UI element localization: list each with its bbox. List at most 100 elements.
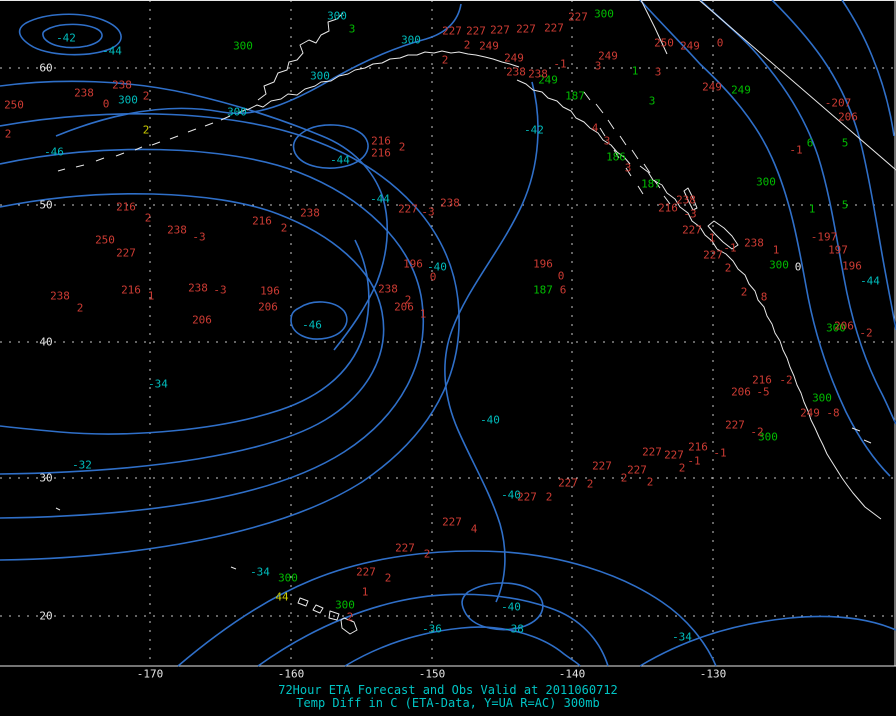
raob-value-label: 300: [756, 175, 776, 189]
aircraft-value-label: -3: [683, 207, 697, 221]
aircraft-value-label: 227: [592, 459, 612, 473]
contour-line: [292, 124, 369, 169]
aircraft-value-label: 227: [642, 445, 662, 459]
contour-line: [257, 593, 609, 667]
aircraft-value-label: 238: [300, 206, 320, 220]
aircraft-value-label: 249: [598, 49, 618, 63]
aircraft-value-label: 1: [147, 289, 155, 303]
aircraft-value-label: 249: [680, 39, 700, 53]
contour-line: [639, 615, 896, 667]
raob-value-label: 300: [335, 598, 355, 612]
caption-line-1: 72Hour ETA Forecast and Obs Valid at 201…: [278, 683, 618, 697]
raob-value-label: 300: [758, 430, 778, 444]
contour-label: -40: [427, 260, 447, 274]
aircraft-value-label: 4: [591, 121, 599, 135]
aircraft-value-label: 238: [378, 282, 398, 296]
aircraft-value-label: 196: [842, 259, 862, 273]
aircraft-value-label: 249: [504, 51, 524, 65]
contour-line: [771, 0, 896, 331]
lon-axis-label: -170: [136, 667, 164, 681]
aircraft-value-label: 238: [112, 78, 132, 92]
raob-value-label: 300: [278, 571, 298, 585]
lon-axis-label: -140: [558, 667, 586, 681]
aircraft-value-label: 196: [533, 257, 553, 271]
ua-value-label: 44: [275, 590, 289, 604]
lat-axis-label: 30: [39, 471, 53, 485]
aircraft-value-label: 227: [395, 541, 415, 555]
contour-line: [42, 23, 103, 49]
aircraft-value-label: -1: [713, 446, 727, 460]
aircraft-value-label: 4: [470, 522, 478, 536]
misc-value-label: 0: [794, 260, 802, 274]
aircraft-value-label: 249: [702, 80, 722, 94]
aircraft-value-label: 2: [404, 293, 412, 307]
aircraft-value-label: 1: [708, 231, 716, 245]
graticule: [0, 0, 896, 666]
coastline-path: [246, 50, 520, 111]
coastline-path: [716, 248, 882, 520]
aircraft-value-label: 227: [490, 23, 510, 37]
contour-label: -44: [330, 153, 350, 167]
aircraft-value-label: 238: [440, 196, 460, 210]
aircraft-value-label: -2: [779, 373, 793, 387]
aircraft-value-label: 227: [558, 476, 578, 490]
aircraft-value-label: 227: [568, 10, 588, 24]
aircraft-value-label: 216: [371, 134, 391, 148]
contour-label: -34: [250, 565, 270, 579]
contour-label: 300: [401, 33, 421, 47]
contour-line: [0, 239, 370, 435]
temp-contours: [0, 0, 896, 667]
coastline-path: [583, 91, 671, 205]
lon-axis-label: -130: [699, 667, 727, 681]
contour-label: -38: [504, 622, 524, 636]
aircraft-value-label: -207: [824, 96, 852, 110]
map-frame: [0, 0, 896, 667]
coastline-path: [257, 12, 344, 101]
contour-line: [639, 0, 891, 477]
contour-line: [461, 582, 544, 631]
aircraft-value-label: 227: [116, 246, 136, 260]
aircraft-value-label: 250: [95, 233, 115, 247]
aircraft-value-label: 227: [627, 463, 647, 477]
aircraft-value-label: 196: [260, 284, 280, 298]
contour-label: 300: [327, 9, 347, 23]
raob-value-label: 187: [533, 283, 553, 297]
aircraft-value-label: 250: [4, 98, 24, 112]
aircraft-value-label: 2: [646, 475, 654, 489]
aircraft-value-label: 227: [398, 202, 418, 216]
aircraft-value-label: 206: [192, 313, 212, 327]
aircraft-value-label: 227: [517, 490, 537, 504]
aircraft-value-label: 2: [586, 477, 594, 491]
aircraft-value-label: -1: [723, 241, 737, 255]
aircraft-value-label: 227: [664, 448, 684, 462]
raob-value-label: 5: [841, 136, 849, 150]
aircraft-value-label: 216: [116, 200, 136, 214]
contour-label: -44: [370, 192, 390, 206]
aircraft-value-label: 0: [557, 269, 565, 283]
raob-value-label: 1: [631, 64, 639, 78]
aircraft-value-label: 206: [834, 319, 854, 333]
aircraft-value-label: 216: [371, 146, 391, 160]
raob-value-label: 187: [641, 177, 661, 191]
raob-value-label: 300: [812, 391, 832, 405]
coastlines: [55, 0, 896, 635]
contour-label: -44: [860, 274, 880, 288]
coastline-path: [683, 187, 698, 211]
aircraft-value-label: 2: [463, 38, 471, 52]
aircraft-value-label: 238: [188, 281, 208, 295]
aircraft-value-label: 2: [724, 261, 732, 275]
contour-line: [0, 148, 424, 519]
aircraft-value-label: -197: [810, 230, 838, 244]
aircraft-value-label: 206: [838, 110, 858, 124]
aircraft-value-label: 3: [603, 134, 611, 148]
aircraft-value-label: 0: [716, 36, 724, 50]
aircraft-value-label: 1: [772, 243, 780, 257]
aircraft-value-label: -5: [756, 385, 770, 399]
aircraft-value-label: 227: [682, 223, 702, 237]
aircraft-value-label: 249: [800, 406, 820, 420]
aircraft-value-label: 3: [654, 65, 662, 79]
aircraft-value-label: 250: [654, 36, 674, 50]
contour-line: [344, 626, 581, 667]
contour-label: -42: [524, 123, 544, 137]
aircraft-value-label: -2: [859, 326, 873, 340]
